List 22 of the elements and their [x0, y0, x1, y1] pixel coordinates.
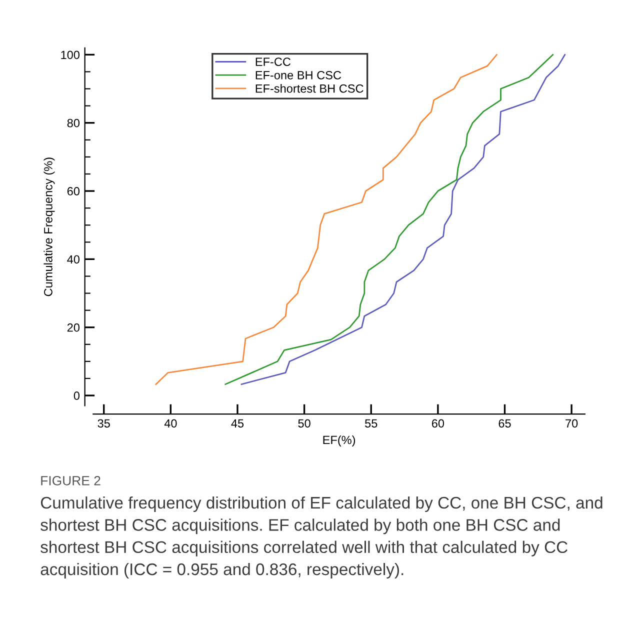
x-tick-label: 55 — [365, 419, 378, 428]
x-axis-title: EF(%) — [323, 435, 356, 446]
y-tick-label: 0 — [74, 392, 80, 400]
x-tick-label: 60 — [432, 419, 444, 428]
y-tick-label: 60 — [67, 187, 80, 196]
legend-label: EF-one BH CSC — [256, 71, 342, 80]
y-tick-label: 80 — [67, 118, 80, 128]
caption: FIGURE 2 — [41, 476, 100, 486]
x-tick-label: 40 — [164, 419, 177, 428]
x-tick-label: 35 — [98, 419, 110, 428]
legend-label: EF-shortest BH CSC — [256, 84, 364, 93]
y-axis-title: Cumulative Frequency (%) — [44, 158, 55, 296]
x-tick-label: 65 — [498, 419, 511, 428]
y-tick-label: 20 — [67, 323, 80, 332]
legend-label: EF-CC — [256, 58, 291, 66]
x-tick-label: 70 — [566, 419, 578, 428]
text: Cumulative frequency distribution of EF calculated by CC, one BH CSC, and shortest BH CSC acquisitions. EF calculated by both one BH CSC and shortest BH CSC acquisitions correlated well with that calculated by CC acquisition (ICC = 0.955 and 0.836, respectively). — [40, 496, 602, 579]
line-series — [155, 54, 498, 385]
x-tick-label: 50 — [298, 419, 310, 428]
y-tick-label: 40 — [67, 255, 80, 264]
x-tick-label: 45 — [231, 419, 244, 428]
y-tick-label: 100 — [61, 50, 80, 60]
